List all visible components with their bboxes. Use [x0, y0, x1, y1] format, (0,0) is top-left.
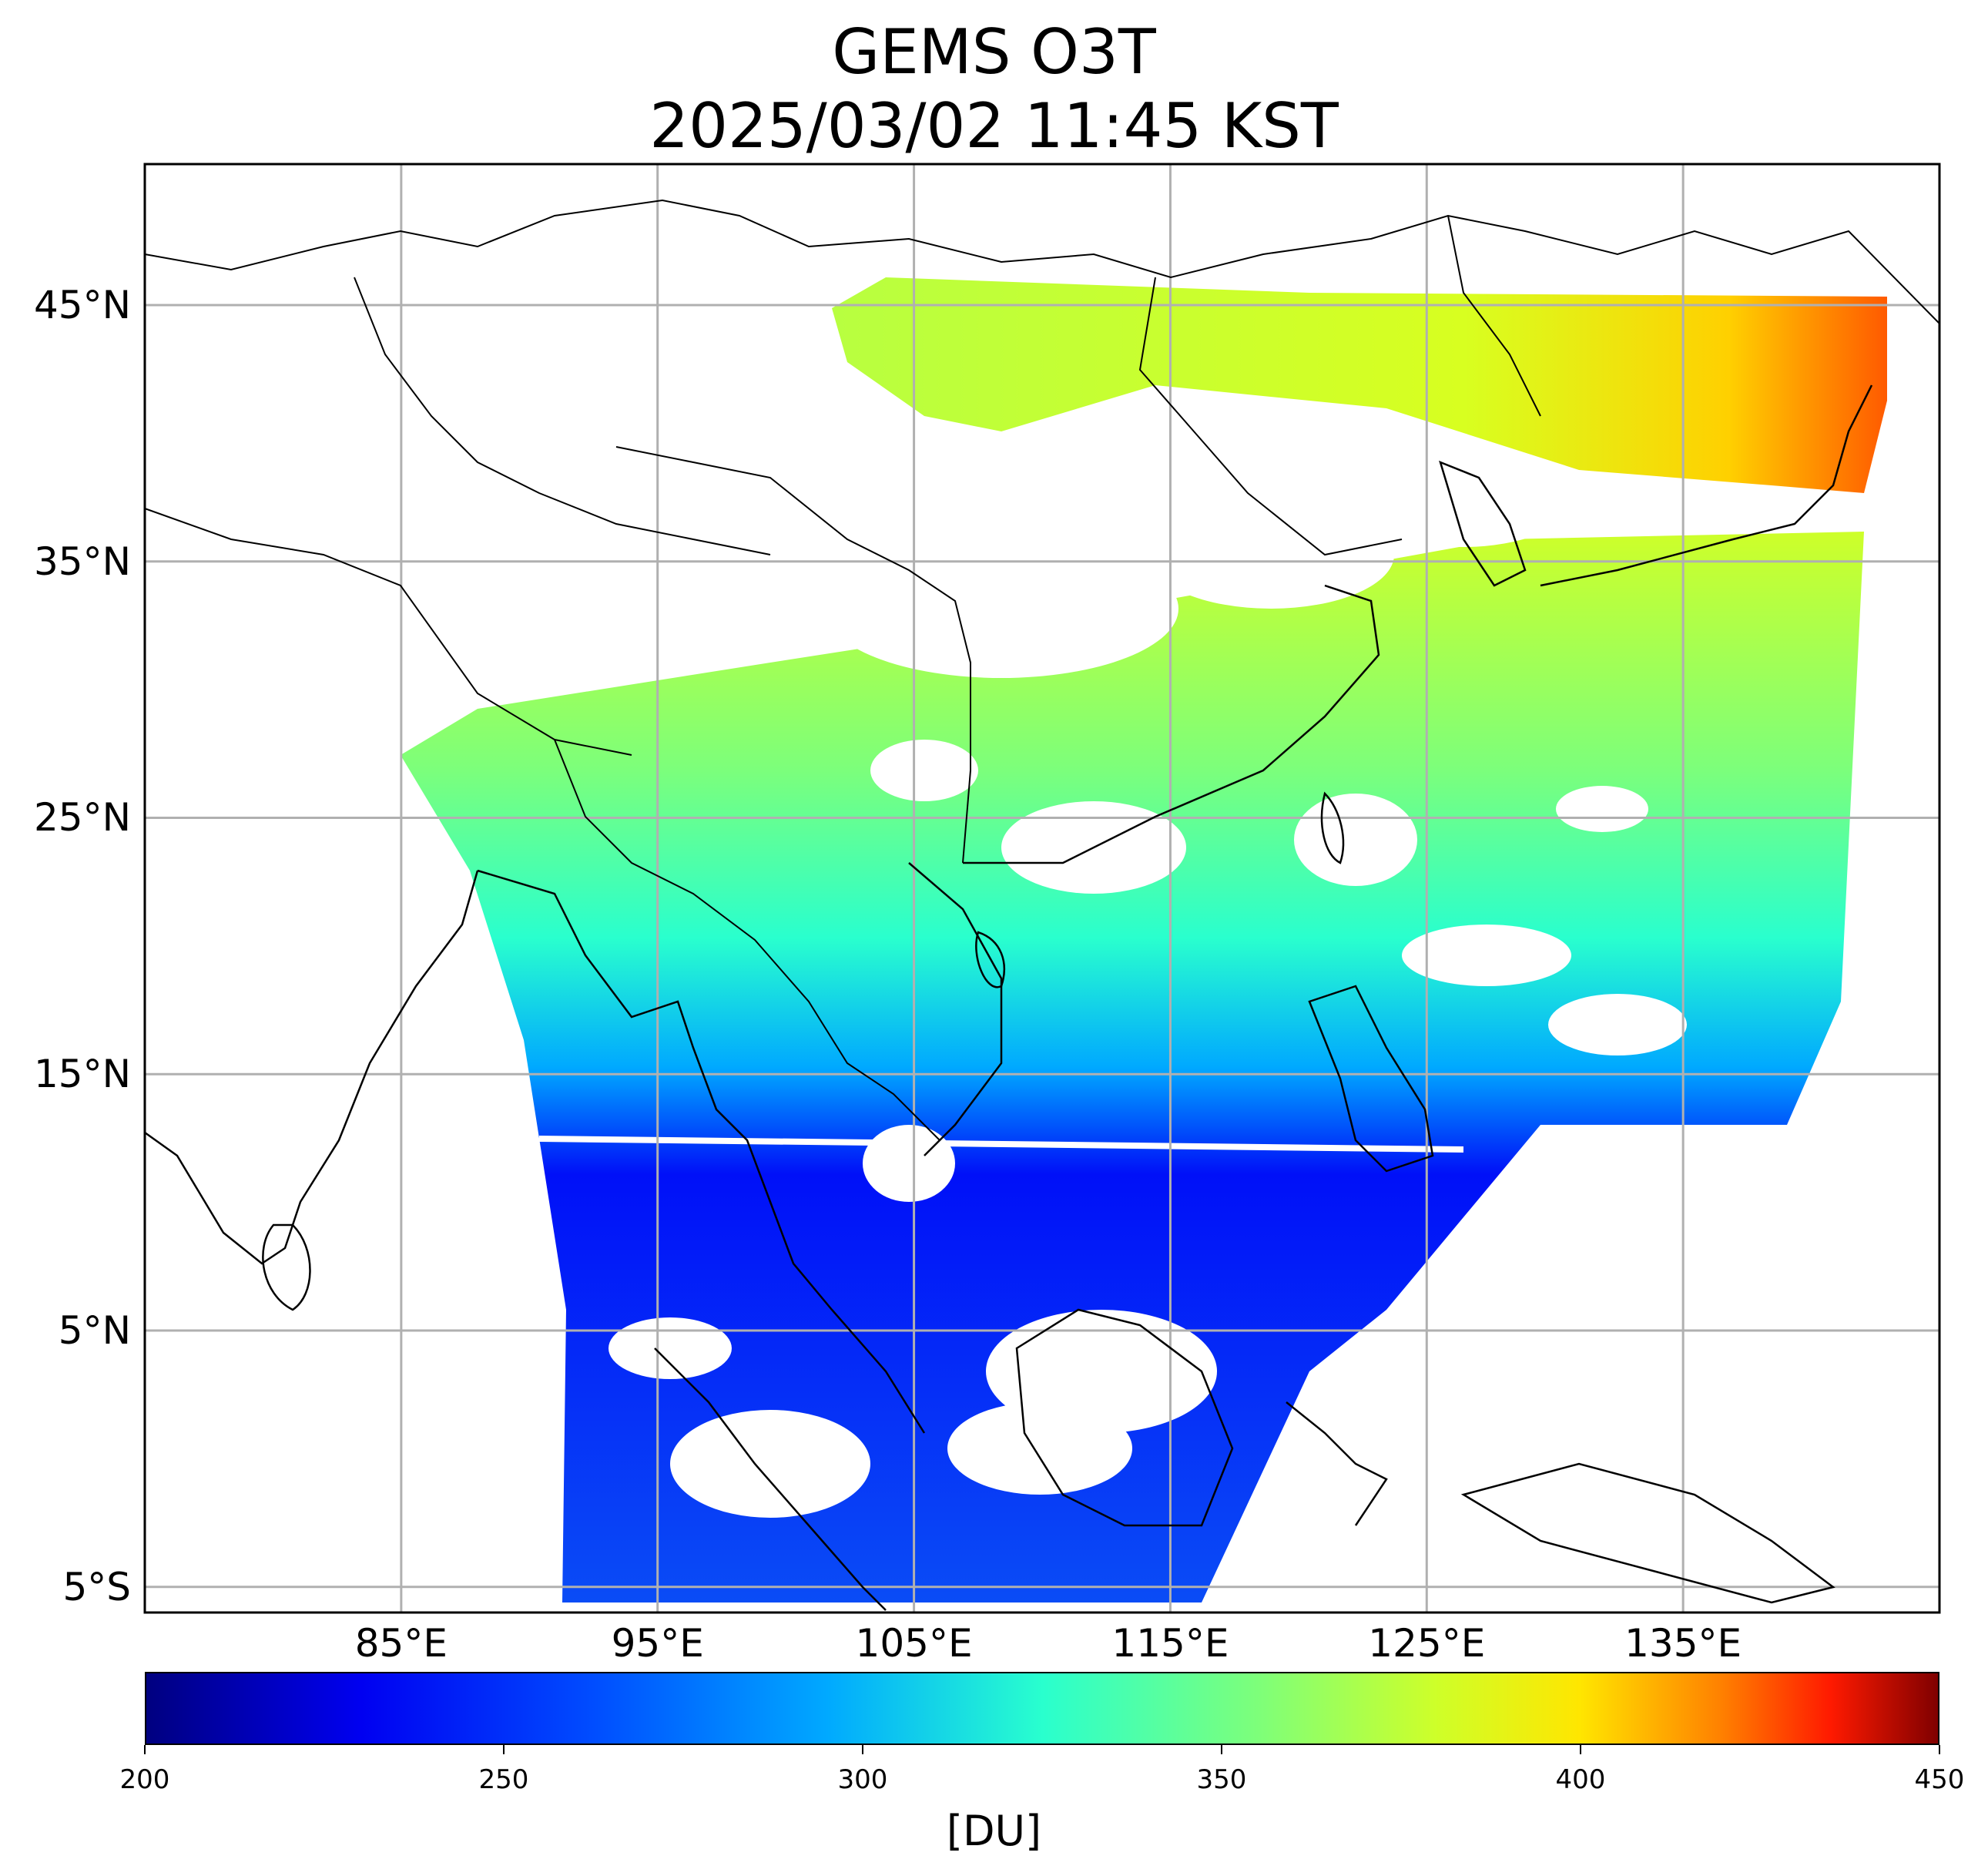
- lat-tick-label: 25°N: [33, 795, 131, 841]
- colorbar-tick: [1939, 1745, 1940, 1754]
- colorbar-tick-label: 400: [1555, 1764, 1606, 1795]
- lat-tick-label: 5°N: [58, 1307, 131, 1353]
- colorbar-tick-label: 350: [1196, 1764, 1247, 1795]
- lat-tick-label: 5°S: [62, 1564, 131, 1609]
- lon-tick-label: 115°E: [1111, 1621, 1229, 1666]
- lat-tick-label: 35°N: [33, 539, 131, 584]
- colorbar-tick: [1221, 1745, 1222, 1754]
- lon-tick-label: 85°E: [354, 1621, 448, 1666]
- colorbar-tick: [503, 1745, 505, 1754]
- map-gridlines: [145, 164, 1939, 1613]
- coastlines: [144, 384, 1873, 1611]
- map-title: GEMS O3T: [832, 16, 1156, 88]
- colorbar-tick-label: 200: [119, 1764, 170, 1795]
- lon-tick-label: 105°E: [855, 1621, 973, 1666]
- colorbar-tick-label: 300: [837, 1764, 888, 1795]
- colorbar-tick-label: 450: [1914, 1764, 1965, 1795]
- ozone-data-layer: [401, 277, 1887, 1602]
- colorbar-tick-label: 250: [478, 1764, 529, 1795]
- lon-tick-label: 135°E: [1624, 1621, 1742, 1666]
- map-frame: [143, 163, 1941, 1614]
- colorbar: [145, 1672, 1939, 1745]
- scan-gap-line: [538, 1136, 1464, 1153]
- map-subtitle-datetime: 2025/03/02 11:45 KST: [649, 90, 1339, 162]
- colorbar-tick: [144, 1745, 146, 1754]
- ozone-north-strip: [832, 277, 1887, 493]
- colorbar-tick: [1580, 1745, 1581, 1754]
- ozone-swath: [401, 532, 1864, 1602]
- country-borders: [144, 199, 1940, 1141]
- lon-tick-label: 95°E: [611, 1621, 704, 1666]
- lat-tick-label: 15°N: [33, 1052, 131, 1097]
- colorbar-unit-label: [DU]: [946, 1807, 1042, 1855]
- lat-tick-label: 45°N: [33, 283, 131, 327]
- colorbar-tick: [862, 1745, 863, 1754]
- lon-tick-label: 125°E: [1368, 1621, 1486, 1666]
